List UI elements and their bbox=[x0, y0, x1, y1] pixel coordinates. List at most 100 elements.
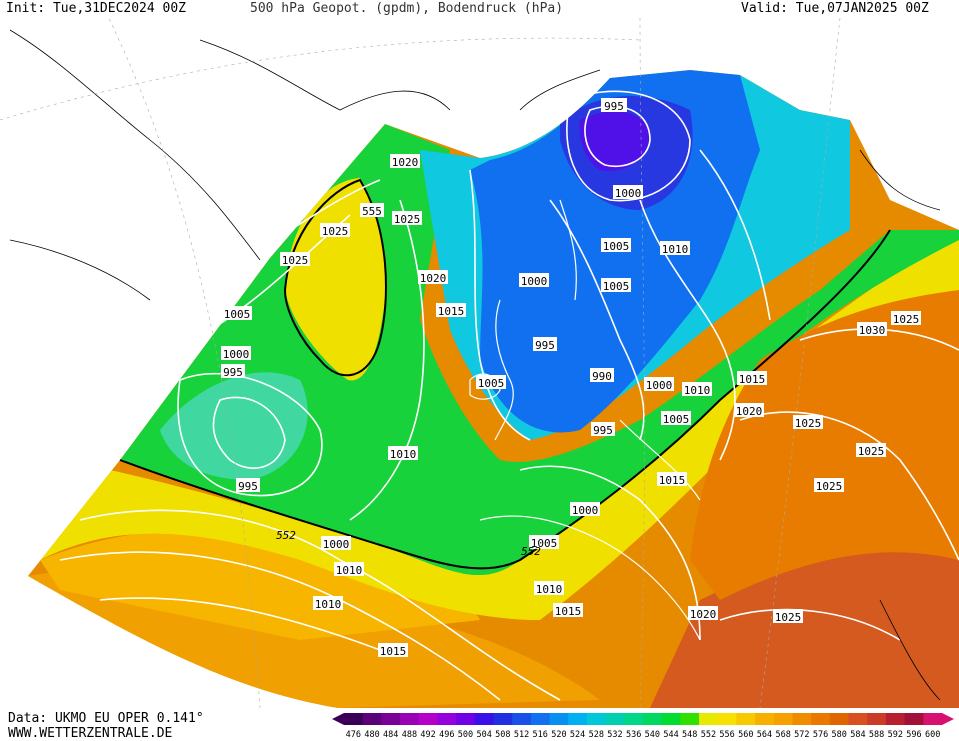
isobar-label: 1000 bbox=[221, 346, 251, 361]
colorbar-swatch bbox=[530, 713, 551, 725]
svg-text:1000: 1000 bbox=[521, 275, 548, 288]
colorbar-swatch bbox=[755, 713, 775, 725]
contour-label: 552 bbox=[276, 529, 296, 542]
isobar-label: 995 bbox=[533, 337, 557, 352]
svg-text:1025: 1025 bbox=[893, 313, 920, 326]
svg-text:1025: 1025 bbox=[322, 225, 349, 238]
colorbar-tick-label: 484 bbox=[383, 730, 398, 740]
colorbar-tick-label: 596 bbox=[906, 730, 921, 740]
svg-text:1025: 1025 bbox=[282, 254, 309, 267]
colorbar-tick-label: 600 bbox=[925, 730, 940, 740]
colorbar-swatch bbox=[848, 713, 868, 725]
colorbar-swatch bbox=[829, 713, 850, 725]
colorbar-tick-label: 556 bbox=[719, 730, 734, 740]
isobar-label: 1005 bbox=[529, 535, 559, 550]
init-time: Init: Tue,31DEC2024 00Z bbox=[6, 1, 187, 16]
isobar-label: 1005 bbox=[661, 411, 691, 426]
isobar-label: 1015 bbox=[553, 603, 583, 618]
geopot-band-540 bbox=[160, 372, 308, 480]
svg-text:1000: 1000 bbox=[646, 379, 673, 392]
svg-text:555: 555 bbox=[362, 205, 382, 218]
isobar-label: 1025 bbox=[280, 252, 310, 267]
colorbar-swatch bbox=[586, 713, 607, 725]
isobar-label: 1005 bbox=[601, 238, 631, 253]
svg-text:1010: 1010 bbox=[390, 448, 417, 461]
colorbar-tick-label: 496 bbox=[439, 730, 454, 740]
isobar-label: 1015 bbox=[657, 472, 687, 487]
svg-text:1030: 1030 bbox=[859, 324, 886, 337]
colorbar-tick-label: 528 bbox=[589, 730, 604, 740]
colorbar-tick-label: 592 bbox=[888, 730, 903, 740]
colorbar-tick-label: 504 bbox=[476, 730, 491, 740]
colorbar-swatch bbox=[811, 713, 831, 725]
colorbar-swatch bbox=[717, 713, 737, 725]
isobar-label: 995 bbox=[601, 98, 627, 113]
isobar-label: 1000 bbox=[519, 273, 549, 288]
colorbar-swatch bbox=[867, 713, 887, 725]
colorbar-tick-label: 524 bbox=[570, 730, 585, 740]
colorbar-swatch bbox=[549, 713, 569, 725]
svg-text:1015: 1015 bbox=[659, 474, 686, 487]
svg-text:1005: 1005 bbox=[478, 377, 505, 390]
land-outline bbox=[9, 29, 941, 701]
isobar-label: 1025 bbox=[856, 443, 886, 458]
svg-text:1015: 1015 bbox=[739, 373, 766, 386]
colorbar-swatch bbox=[418, 713, 438, 725]
svg-text:1000: 1000 bbox=[323, 538, 350, 551]
colorbar-tick-label: 584 bbox=[850, 730, 865, 740]
isobar-label: 1025 bbox=[891, 311, 921, 326]
isobar-label: 1015 bbox=[436, 303, 466, 318]
svg-text:1015: 1015 bbox=[438, 305, 465, 318]
colorbar-swatch bbox=[661, 713, 681, 725]
isobar-lines bbox=[59, 90, 959, 701]
colorbar-swatch bbox=[680, 713, 700, 725]
colorbar-tick-label: 548 bbox=[682, 730, 697, 740]
colorbar-swatch bbox=[643, 713, 663, 725]
geopot-band-564 bbox=[40, 530, 480, 640]
colorbar-tick-label: 568 bbox=[775, 730, 790, 740]
svg-text:1015: 1015 bbox=[555, 605, 582, 618]
svg-text:1025: 1025 bbox=[858, 445, 885, 458]
map-footer: Data: UKMO EU OPER 0.141° WWW.WETTERZENT… bbox=[0, 708, 959, 741]
coastlines bbox=[469, 199, 701, 641]
isobar-label: 1000 bbox=[644, 377, 674, 392]
svg-text:1025: 1025 bbox=[816, 480, 843, 493]
colorbar-tick-label: 520 bbox=[551, 730, 566, 740]
isobar-label: 1020 bbox=[688, 606, 718, 621]
svg-text:995: 995 bbox=[593, 424, 613, 437]
isobar-label: 1030 bbox=[857, 322, 887, 337]
colorbar-tick-label: 512 bbox=[514, 730, 529, 740]
colorbar-tick-label: 580 bbox=[832, 730, 847, 740]
colorbar-swatch bbox=[456, 713, 476, 725]
svg-text:1015: 1015 bbox=[380, 645, 407, 658]
isobar-labels: 995 1020 1000 555 1025 1025 1025 1005 10… bbox=[221, 98, 921, 658]
isobar-label: 1025 bbox=[392, 211, 422, 226]
svg-text:1025: 1025 bbox=[775, 611, 802, 624]
geopot-band-504 bbox=[579, 111, 650, 171]
svg-text:1000: 1000 bbox=[615, 187, 642, 200]
colorbar-swatch bbox=[736, 713, 756, 725]
contour-552-ridge bbox=[283, 178, 387, 377]
colorbar-tick-label: 536 bbox=[626, 730, 641, 740]
svg-text:990: 990 bbox=[592, 370, 612, 383]
colorbar-tick-label: 552 bbox=[701, 730, 716, 740]
colorbar-arrow-low bbox=[332, 713, 344, 725]
isobar-label: 990 bbox=[590, 368, 614, 383]
colorbar-swatch bbox=[437, 713, 457, 725]
colorbar-tick-label: 588 bbox=[869, 730, 884, 740]
isobar-label: 1015 bbox=[737, 371, 767, 386]
colorbar-tick-label: 492 bbox=[420, 730, 435, 740]
colorbar-swatch bbox=[885, 713, 906, 725]
lat-lon-grid bbox=[0, 18, 841, 708]
colorbar-swatch bbox=[493, 713, 513, 725]
isobar-label: 1005 bbox=[601, 278, 631, 293]
geopot-ridge-greenland bbox=[285, 178, 387, 381]
colorbar-swatch bbox=[568, 713, 588, 725]
colorbar-tick-label: 532 bbox=[607, 730, 622, 740]
colorbar-tick-label: 572 bbox=[794, 730, 809, 740]
isobar-label: 1025 bbox=[773, 609, 803, 624]
svg-text:1010: 1010 bbox=[536, 583, 563, 596]
svg-text:1005: 1005 bbox=[531, 537, 558, 550]
colorbar-swatch bbox=[699, 713, 719, 725]
colorbar-tick-label: 564 bbox=[757, 730, 772, 740]
